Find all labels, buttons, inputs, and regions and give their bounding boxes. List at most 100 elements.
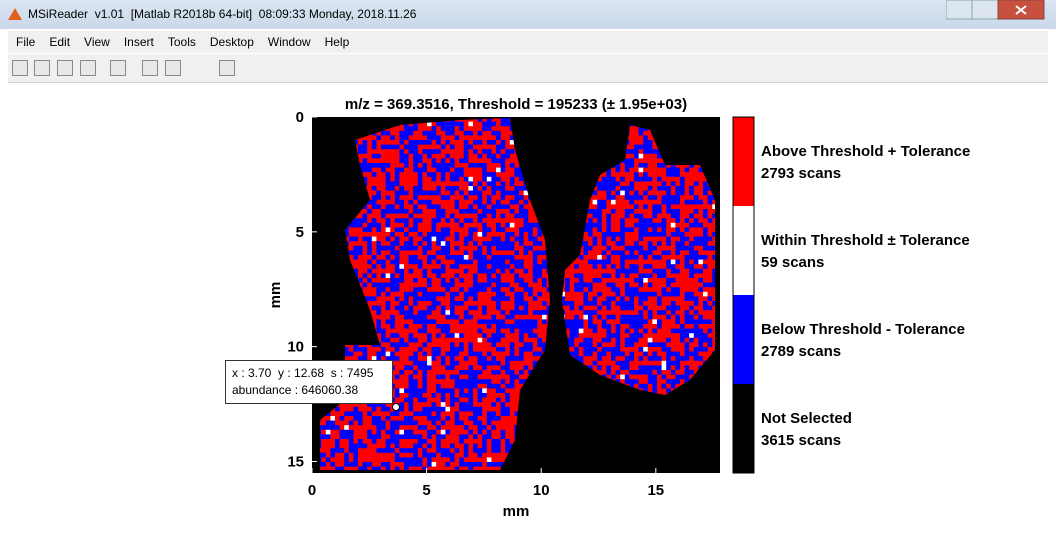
pixel (670, 218, 676, 224)
pixel (647, 135, 653, 141)
print-button[interactable] (80, 60, 96, 76)
pixel (629, 287, 635, 293)
pixel (381, 199, 386, 205)
pixel (454, 163, 460, 168)
pixel (652, 351, 658, 357)
pixel (537, 319, 543, 325)
pixel (647, 250, 653, 256)
pixel (592, 351, 598, 357)
pixel (509, 163, 515, 168)
title-bar: MSiReader v1.01 [Matlab R2018b 64-bit] 0… (0, 0, 1056, 29)
save-button[interactable] (57, 60, 73, 76)
pixel (482, 296, 488, 302)
pixel (629, 190, 635, 196)
pixel (523, 259, 529, 265)
pixel (463, 268, 469, 274)
pixel (500, 186, 506, 191)
pixel (459, 135, 465, 141)
new-button[interactable] (12, 60, 28, 76)
pixel (588, 282, 593, 288)
pixel (532, 245, 538, 251)
pixel (417, 264, 423, 270)
pixel (399, 278, 405, 283)
pixel (394, 264, 400, 270)
pixel (703, 337, 708, 343)
open-button[interactable] (34, 60, 50, 76)
pixel (647, 199, 653, 205)
pixel (693, 181, 699, 187)
pixel (652, 342, 658, 348)
pixel (468, 245, 474, 251)
pixel (459, 328, 465, 334)
pixel (514, 291, 520, 297)
pixel (399, 296, 405, 302)
pixel (500, 144, 506, 150)
pixel (601, 319, 607, 325)
pixel (606, 213, 612, 219)
pixel (652, 370, 658, 375)
pixel (615, 282, 621, 288)
pixel (436, 158, 442, 164)
pixel (450, 135, 455, 141)
pixel (574, 273, 580, 279)
pixel (684, 163, 690, 168)
pixel (680, 250, 685, 256)
pixel (427, 149, 432, 155)
pixel (482, 140, 488, 145)
pixel (620, 347, 626, 352)
pixel (588, 213, 593, 219)
property-button[interactable] (219, 60, 235, 76)
pixel (482, 356, 488, 362)
pixel (601, 324, 607, 329)
pixel (657, 167, 662, 173)
maximize[interactable] (971, 0, 999, 20)
pixel (440, 287, 446, 293)
menu-item[interactable]: File (16, 35, 36, 49)
pixel (450, 181, 455, 187)
menu-item[interactable]: Help (324, 35, 350, 49)
menu-item[interactable]: Tools (167, 35, 196, 49)
pixel (652, 360, 658, 366)
pixel (422, 296, 428, 302)
pixel (509, 278, 515, 283)
pixel (583, 314, 589, 320)
window-controls[interactable] (946, 0, 1056, 22)
pixel (427, 337, 432, 343)
pixel (482, 149, 488, 155)
pixel (707, 337, 713, 343)
pixel (592, 250, 598, 256)
pointer-button[interactable] (197, 60, 211, 74)
pixel (707, 264, 713, 270)
pixel (509, 140, 515, 145)
pixel (597, 250, 603, 256)
pixel (532, 287, 538, 293)
pixel (528, 360, 534, 366)
pixel (647, 209, 653, 214)
pixel (417, 199, 423, 205)
pixel (394, 135, 400, 141)
pixel (454, 245, 460, 251)
pixel (422, 149, 428, 155)
pixel (514, 287, 520, 293)
pixel (532, 232, 538, 237)
pixel (445, 305, 451, 311)
pixel (362, 218, 368, 224)
pixel (661, 241, 667, 247)
pixel (496, 365, 501, 371)
pixel (491, 121, 497, 127)
menu-item[interactable]: Desktop (209, 35, 254, 49)
menu-item[interactable]: Edit (49, 35, 71, 49)
minimize[interactable] (946, 0, 973, 20)
pixel (638, 213, 644, 219)
menu-item[interactable]: View (84, 35, 110, 49)
link-button[interactable] (110, 60, 126, 76)
menu-item[interactable]: Insert (123, 35, 154, 49)
pixel (399, 167, 405, 173)
pixel (450, 153, 455, 159)
pixel (592, 360, 598, 366)
menu-item[interactable]: Window (267, 35, 311, 49)
colorbar-button[interactable] (142, 60, 158, 76)
pixel (477, 158, 483, 164)
legend-button[interactable] (165, 60, 181, 76)
pixel (509, 176, 515, 182)
